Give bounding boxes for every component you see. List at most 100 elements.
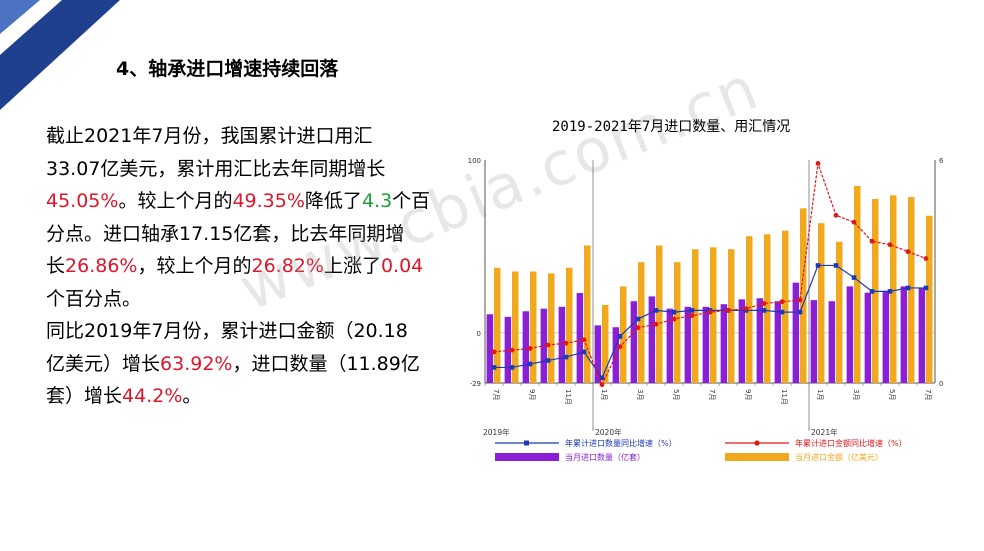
highlight-value: 63.92% xyxy=(160,352,233,375)
legend-marker xyxy=(754,440,760,446)
x-tick-label: 5月 xyxy=(888,389,896,400)
x-tick-label: 9月 xyxy=(744,389,752,400)
quantity-growth-point xyxy=(527,361,533,367)
bar-quantity xyxy=(504,316,512,383)
x-tick-label: 11月 xyxy=(564,389,572,405)
chart: 100 0 -29 6 0 7月 9月 11月 1月 3月 5月 7月 9月 11月 1月 3月 5月 7月 201… xyxy=(468,157,944,462)
amount-growth-point xyxy=(725,307,731,313)
x-tick-label: 1月 xyxy=(816,389,824,400)
text-run: 个百 xyxy=(392,190,431,212)
quantity-growth-point xyxy=(761,308,767,313)
amount-growth-point xyxy=(635,325,641,331)
amount-growth-point xyxy=(563,340,569,346)
bar-quantity xyxy=(594,325,602,383)
paragraph-line: 45.05%。较上个月的49.35%降低了4.3个百 xyxy=(46,185,456,218)
bar-amount xyxy=(854,186,861,383)
text-run: 33.07亿美元，累计用汇比去年同期增长 xyxy=(46,157,386,180)
bar-quantity xyxy=(666,308,674,383)
amount-growth-point xyxy=(815,161,821,166)
amount-growth-point xyxy=(599,382,605,388)
bar-amount xyxy=(620,286,627,383)
quantity-growth-point xyxy=(509,365,515,370)
bar-amount xyxy=(746,236,753,383)
highlight-value: 4.3 xyxy=(361,190,393,212)
amount-growth-point xyxy=(707,309,713,315)
bar-amount xyxy=(494,267,501,383)
bar-amount xyxy=(818,223,825,383)
text-run: 长 xyxy=(46,255,66,277)
legend-label: 年累计进口数量同比增速（%） xyxy=(565,438,677,448)
amount-growth-point xyxy=(923,256,929,261)
paragraph-line: 同比2019年7月份，累计进口金额（20.18 xyxy=(46,315,456,348)
bar-quantity xyxy=(720,304,728,383)
text-run: ，较上个月的 xyxy=(137,255,252,277)
bar-quantity xyxy=(702,306,710,383)
paragraph-line: 亿美元）增长63.92%，进口数量（11.89亿 xyxy=(46,348,456,381)
paragraph-line: 套）增长44.2%。 xyxy=(46,380,456,413)
amount-growth-point xyxy=(671,316,677,322)
highlight-value: 0.04 xyxy=(380,255,424,277)
bar-quantity xyxy=(630,301,638,383)
paragraph-line: 截止2021年7月份，我国累计进口用汇 xyxy=(46,120,456,153)
legend-bar-swatch xyxy=(725,453,789,461)
bar-amount xyxy=(566,267,573,383)
text-run: 上涨了 xyxy=(323,255,381,277)
chart-title: 2019-2021年7月进口数量、用汇情况 xyxy=(552,119,791,135)
paragraph-line: 33.07亿美元，累计用汇比去年同期增长 xyxy=(46,153,456,186)
amount-growth-point xyxy=(581,337,587,343)
bar-amount xyxy=(908,197,915,383)
paragraph-line: 个百分点。 xyxy=(46,283,456,316)
body-paragraph: 截止2021年7月份，我国累计进口用汇 33.07亿美元，累计用汇比去年同期增长 4… xyxy=(46,120,456,413)
text-run: 个百分点。 xyxy=(46,287,142,310)
bar-quantity xyxy=(774,301,782,383)
x-tick-label: 7月 xyxy=(492,389,500,400)
text-run: 亿美元）增长 xyxy=(46,352,161,375)
bar-quantity xyxy=(792,282,800,383)
bar-amount xyxy=(728,249,735,383)
bar-amount xyxy=(926,215,933,383)
bar-quantity xyxy=(576,293,584,383)
amount-growth-point xyxy=(851,219,857,225)
amount-growth-point xyxy=(653,321,659,327)
quantity-growth-point xyxy=(923,285,929,291)
text-run: 截止2021年7月份，我国累计进口用汇 xyxy=(46,125,373,147)
year-label: 2020年 xyxy=(595,427,622,437)
bar-amount xyxy=(512,271,519,383)
bar-amount xyxy=(638,262,645,383)
highlight-value: 26.86% xyxy=(65,255,138,277)
bar-amount xyxy=(674,262,681,383)
x-tick-label: 11月 xyxy=(780,389,788,405)
text-run: 。 xyxy=(182,385,202,407)
slide-heading: 4、轴承进口增速持续回落 xyxy=(116,58,339,80)
quantity-growth-point xyxy=(851,275,857,280)
legend-marker xyxy=(524,440,529,446)
quantity-growth-point xyxy=(833,263,839,268)
amount-growth-point xyxy=(617,344,623,350)
text-run: ，进口数量（11.89亿 xyxy=(232,352,420,375)
bar-quantity xyxy=(918,288,926,383)
x-tick-label: 1月 xyxy=(600,389,608,400)
bar-quantity xyxy=(864,292,872,383)
highlight-value: 45.05% xyxy=(46,190,119,212)
left-tick-label: -29 xyxy=(470,380,481,388)
x-tick-label: 7月 xyxy=(924,389,932,400)
amount-growth-point xyxy=(887,242,893,248)
bar-amount xyxy=(710,247,717,383)
left-tick-label: 100 xyxy=(468,157,481,165)
x-tick-label: 9月 xyxy=(528,389,536,400)
bar-amount xyxy=(602,304,609,383)
paragraph-line: 分点。进口轴承17.15亿套，比去年同期增 xyxy=(46,218,456,251)
bar-amount xyxy=(800,208,807,383)
left-tick-label: 0 xyxy=(477,330,481,338)
amount-growth-point xyxy=(833,212,839,218)
corner-blue-shape xyxy=(0,0,40,34)
corner-decoration xyxy=(0,0,120,110)
bar-amount xyxy=(890,195,897,383)
quantity-growth-point xyxy=(689,308,695,313)
text-run: 套）增长 xyxy=(46,385,123,407)
quantity-growth-point xyxy=(581,349,587,355)
paragraph-line: 长26.86%，较上个月的26.82%上涨了0.04 xyxy=(46,250,456,283)
quantity-growth-point xyxy=(905,285,911,291)
bar-amount xyxy=(584,245,591,383)
bar-quantity xyxy=(882,290,890,383)
